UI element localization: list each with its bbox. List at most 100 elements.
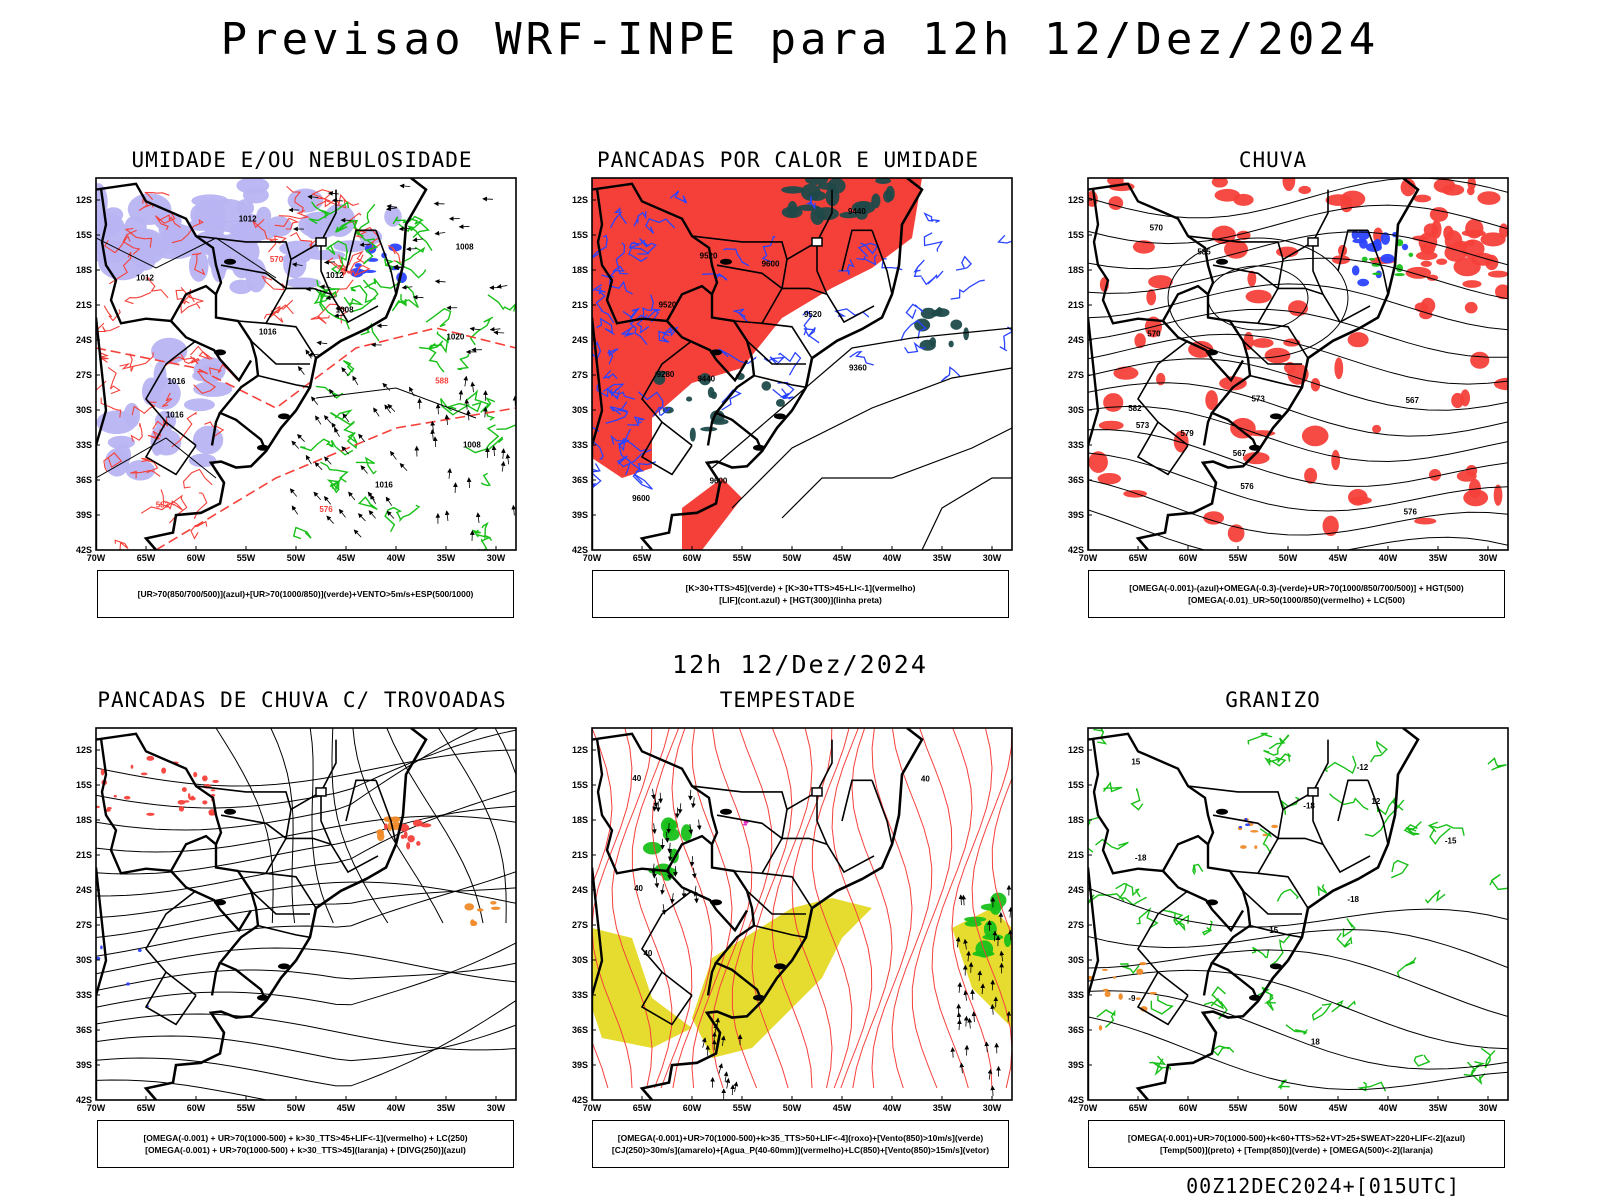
contour-label: 9520 <box>700 251 718 260</box>
lifted-index-contour <box>592 234 608 259</box>
temperature-500-contour <box>1088 949 1508 1017</box>
thickness-contour <box>130 352 154 372</box>
thickness-contour <box>103 452 123 472</box>
temperature-850-contour <box>1357 1081 1387 1092</box>
coastline <box>1135 728 1420 1100</box>
rain-area <box>1465 218 1484 239</box>
lon-label: 35W <box>933 553 952 563</box>
low-level-humidity <box>395 294 407 307</box>
humidity-area <box>265 216 293 237</box>
low-level-humidity <box>407 221 430 239</box>
thickness-contour <box>180 287 201 314</box>
rain-area <box>1487 270 1508 278</box>
streamline <box>96 1013 516 1051</box>
convective-area <box>383 816 394 823</box>
pressure-contour <box>96 437 217 479</box>
temperature-850-contour <box>1168 910 1190 926</box>
lat-label: 30S <box>572 405 588 415</box>
thickness-contour <box>100 397 122 418</box>
rain-area <box>1443 225 1454 241</box>
lifted-index-contour <box>950 279 985 300</box>
lifted-index-contour <box>802 310 813 336</box>
wind-arrow <box>325 295 337 301</box>
contour-label: 40 <box>634 884 643 893</box>
omega-area <box>1262 833 1268 837</box>
map-panel-tempestade: 40 40 40 40 12S 15S 18S 21S 24S 27S 30S 33S 36S 39S 42… <box>572 727 1013 1113</box>
severe-storm-area <box>743 823 748 826</box>
thickness-contour <box>160 489 183 511</box>
streamline-850 <box>711 728 753 1089</box>
humidity-area <box>236 178 270 194</box>
rain-area <box>1243 331 1254 351</box>
wind-850-area <box>642 841 662 855</box>
rain-area <box>1373 227 1384 244</box>
thunderstorm-area <box>384 823 388 830</box>
lifted-index-contour <box>602 370 618 380</box>
wind-vector <box>961 894 967 906</box>
rain-core <box>1380 232 1391 245</box>
lifted-index-contour <box>905 303 924 320</box>
country-border <box>96 182 268 452</box>
thunderstorm-area <box>123 795 131 800</box>
map-panel-granizo: -9 -12 -15 -18 -18 -18 12 15 18 15 12S 15S 18S 21S 24S… <box>1068 727 1509 1113</box>
rain-core <box>1352 238 1366 244</box>
wind-arrow <box>358 433 366 443</box>
rain-area <box>1203 511 1225 525</box>
capital-marker <box>1307 237 1319 247</box>
coastline <box>639 728 924 1100</box>
humidity-core <box>354 263 362 268</box>
humidity-core <box>388 243 402 252</box>
heat-humidity-area <box>775 398 785 407</box>
omega-area <box>1139 962 1147 966</box>
temperature-850-contour <box>1329 793 1369 811</box>
temperature-850-contour <box>1247 732 1273 745</box>
lifted-index-contour <box>609 207 627 229</box>
wind-arrow <box>341 446 349 455</box>
rain-area <box>1414 517 1437 525</box>
lifted-index-contour <box>923 232 944 252</box>
contour-label: -18 <box>1135 853 1147 862</box>
panel-title-umidade: UMIDADE E/OU NEBULOSIDADE <box>131 148 473 172</box>
wind-arrow <box>452 482 458 493</box>
thickness-contour <box>107 366 121 395</box>
lat-label: 27S <box>76 370 92 380</box>
wind-vector <box>691 867 697 879</box>
wind-vector <box>968 961 974 973</box>
wind-arrow <box>329 388 336 398</box>
state-border <box>871 780 893 845</box>
wind-arrow <box>399 463 408 472</box>
temperature-850-contour <box>1136 906 1159 930</box>
lon-label: 60W <box>1179 553 1198 563</box>
lifted-index-contour <box>721 389 742 411</box>
temperature-850-contour <box>1317 884 1328 896</box>
wind-arrow <box>469 326 481 332</box>
lat-label: 42S <box>1068 1095 1084 1105</box>
low-level-humidity <box>313 289 336 305</box>
temperature-850-contour <box>1264 993 1276 1011</box>
legend-line: [OMEGA(-0.001)+UR>70(1000-500)+k>35_TTS>… <box>617 1133 984 1143</box>
state-border <box>786 189 833 261</box>
country-border <box>1202 962 1214 996</box>
state-border <box>286 287 332 296</box>
thickness-contour <box>147 429 161 440</box>
low-level-humidity <box>330 412 356 434</box>
wind-arrow <box>409 386 415 397</box>
lifted-index-contour <box>838 259 855 275</box>
low-level-humidity <box>343 296 364 308</box>
heat-humidity-area <box>839 211 859 219</box>
map-content <box>96 728 516 1100</box>
lifted-index-contour <box>615 242 629 275</box>
wind-vector <box>654 877 660 889</box>
streamline <box>96 728 480 831</box>
state-border <box>753 374 807 389</box>
contour-label: 585 <box>1197 248 1211 257</box>
streamline-850 <box>811 728 853 1089</box>
wind-vector <box>955 936 961 948</box>
lifted-index-contour <box>592 439 604 460</box>
lake <box>1270 963 1282 970</box>
lake <box>214 349 226 356</box>
low-level-humidity <box>481 521 491 540</box>
contour-label: 9600 <box>632 494 650 503</box>
lon-label: 45W <box>1329 553 1348 563</box>
contour-label: 1020 <box>446 332 464 341</box>
